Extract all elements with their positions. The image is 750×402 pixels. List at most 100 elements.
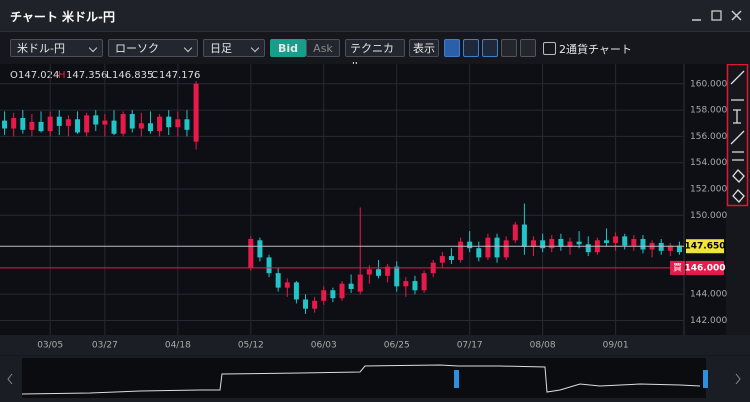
candle-body (111, 120, 117, 134)
ohlc-value: 147.356 (66, 70, 107, 81)
candle-body (75, 119, 81, 133)
save-icon[interactable] (501, 39, 517, 57)
candle-body (494, 237, 500, 258)
candle-body (558, 238, 564, 247)
candle-body (512, 224, 518, 241)
candle-body (120, 114, 126, 134)
candle-body (603, 240, 609, 243)
y-tick-label: 150.000 (690, 211, 727, 221)
ohlc-value: 147.176 (159, 70, 200, 81)
candle-body (357, 274, 363, 292)
candle-body (549, 238, 555, 249)
ask-text: Ask (313, 42, 333, 55)
candle-body (385, 266, 391, 276)
price-tag: 買 (673, 262, 682, 273)
navigator-left-arrow[interactable] (7, 373, 13, 385)
candle-body (503, 240, 509, 258)
x-tick-label: 07/17 (457, 341, 483, 351)
candle-body (184, 119, 190, 130)
x-tick-label: 04/18 (165, 341, 191, 351)
y-tick-label: 160.000 (690, 79, 727, 89)
candle-body (394, 266, 400, 287)
candle-body (138, 123, 144, 129)
candle-body (439, 256, 445, 263)
window-symbol: 米ドル-円 (62, 10, 115, 24)
candle-body (257, 240, 263, 258)
timeframe-text: 日足 (210, 42, 232, 55)
candle-body (284, 282, 290, 288)
candle-body (303, 299, 309, 309)
candle-body (2, 120, 8, 129)
print-icon[interactable] (520, 39, 536, 57)
display-text: 表示 (413, 42, 435, 55)
technical-button[interactable]: テクニカル (345, 39, 405, 73)
candle-body (540, 240, 546, 249)
candle-body (20, 117, 26, 130)
candle-body (375, 269, 381, 276)
candle-body (531, 240, 537, 247)
candle-body (640, 238, 646, 250)
x-tick-label: 06/03 (311, 341, 337, 351)
candle-body (56, 116, 62, 126)
candle-body (448, 256, 454, 261)
candle-body (266, 257, 272, 274)
candle-body (193, 83, 199, 142)
candle-body (348, 283, 354, 289)
candle-body (412, 281, 418, 291)
price-label: 147.650 (685, 242, 726, 252)
y-tick-label: 142.000 (690, 316, 727, 326)
candle-body (93, 115, 99, 125)
x-tick-label: 06/25 (384, 341, 410, 351)
navigator-line (21, 364, 701, 395)
ask-button[interactable]: Ask (306, 39, 340, 57)
candle-body (147, 123, 153, 132)
navigator-right-arrow[interactable] (735, 373, 741, 385)
candle-body (129, 114, 135, 129)
candle-body (47, 116, 53, 132)
price-label-box (686, 260, 724, 275)
candle-body (102, 120, 108, 125)
bid-text: Bid (277, 42, 299, 55)
candle-body (585, 244, 591, 253)
candle-body (567, 241, 573, 247)
x-tick-label: 03/05 (37, 341, 63, 351)
zoom-icon[interactable] (463, 39, 479, 57)
draw-icon[interactable] (444, 39, 460, 57)
candle-body (622, 236, 628, 246)
dual-chart-label: 2通貨チャート (559, 43, 632, 56)
timeframe-select[interactable]: 日足 (203, 39, 265, 57)
candle-body (485, 237, 491, 258)
candle-body (403, 281, 409, 287)
candle-body (248, 238, 254, 268)
candle-body (521, 224, 527, 247)
candle-body (175, 119, 181, 128)
compare-icon[interactable] (482, 39, 498, 57)
ohlc-key: H (58, 70, 66, 81)
navigator-handle[interactable] (703, 370, 708, 388)
candle-body (476, 248, 482, 258)
candle-body (576, 241, 582, 245)
price-label: 146.000 (685, 263, 726, 273)
candle-body (275, 273, 281, 288)
window-controls[interactable] (690, 9, 746, 23)
chart-type-select[interactable]: ローソク (108, 39, 198, 57)
y-tick-label: 158.000 (690, 106, 727, 116)
ohlc-value: 147.024 (18, 70, 59, 81)
y-tick-label: 152.000 (690, 185, 727, 195)
candle-body (667, 245, 673, 251)
navigator-handle[interactable] (454, 370, 459, 388)
price-tag-box (670, 260, 685, 275)
drawing-tools[interactable] (726, 64, 749, 207)
dual-chart-checkbox[interactable] (543, 42, 556, 55)
bid-button[interactable]: Bid (270, 39, 306, 57)
candle-body (65, 119, 71, 126)
title-bar: チャート 米ドル-円 (0, 0, 750, 32)
candle-body (321, 290, 327, 301)
x-tick-label: 09/01 (603, 341, 629, 351)
y-tick-label: 144.000 (690, 290, 727, 300)
candle-body (339, 283, 345, 299)
chart-type-text: ローソク (115, 42, 159, 55)
candle-body (166, 116, 172, 128)
symbol-select[interactable]: 米ドル-円 (10, 39, 103, 57)
display-button[interactable]: 表示 (409, 39, 439, 57)
